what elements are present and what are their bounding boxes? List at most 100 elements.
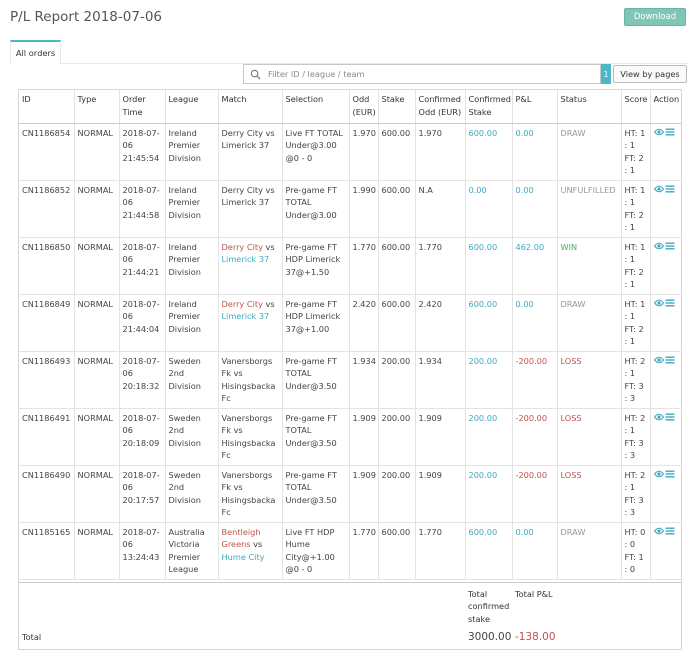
table-row: CN1186854 NORMAL 2018-07-06 21:45:54 Irelan… (19, 123, 682, 181)
match-vs: vs (265, 127, 275, 138)
list-icon[interactable] (665, 128, 675, 136)
cell-confirmed-odd: 1.909 (414, 408, 465, 466)
cell-match: Derry City vs Limerick 37 (217, 180, 282, 238)
eye-icon[interactable] (653, 413, 664, 421)
cell-odd: 1.770 (348, 522, 378, 580)
eye-icon[interactable] (653, 299, 664, 307)
cell-selection: Pre-game FT TOTAL Under@3.50 (281, 408, 349, 466)
cell-odd: 1.909 (348, 408, 378, 466)
match-home-team: Derry City (221, 127, 263, 138)
cell-id: CN1186854 (19, 123, 74, 181)
cell-type: NORMAL (73, 351, 119, 409)
match-home-team[interactable]: Bentleigh Greens (221, 526, 261, 550)
cell-action (649, 180, 682, 238)
table-row: CN1186849 NORMAL 2018-07-06 21:44:04 Irelan… (19, 294, 682, 352)
cell-score: HT: 2 : 1 FT: 3 : 3 (620, 351, 650, 409)
cell-match: Vanersborgs Fk vs Hisingsbacka Fc (217, 351, 282, 409)
orders-table: ID Type Order Time League Match Selectio… (18, 89, 682, 650)
cell-confirmed-stake: 0.00 (464, 180, 512, 238)
cell-status: LOSS (556, 351, 621, 409)
filter-input[interactable] (268, 69, 568, 79)
match-vs: vs (233, 368, 243, 378)
cell-confirmed-stake: 600.00 (464, 237, 512, 295)
eye-icon[interactable] (653, 470, 664, 478)
cell-order-time: 2018-07-06 21:45:54 (118, 123, 165, 181)
match-away-team: Limerick 37 (221, 197, 270, 207)
match-away-team[interactable]: Limerick 37 (221, 254, 270, 264)
match-home-team: Derry City (221, 184, 263, 195)
cell-odd: 1.990 (348, 180, 378, 238)
eye-icon[interactable] (653, 128, 664, 136)
total-confirmed-stake: 3000.00 (468, 631, 512, 643)
cell-id: CN1186849 (19, 294, 74, 352)
cell-type: NORMAL (73, 180, 119, 238)
eye-icon[interactable] (653, 242, 664, 250)
download-button[interactable]: Download (624, 8, 686, 26)
cell-match: Derry City vs Limerick 37 (217, 237, 282, 295)
list-icon[interactable] (665, 470, 675, 478)
list-icon[interactable] (665, 356, 675, 364)
match-vs: vs (233, 482, 243, 492)
total-label: Total (22, 632, 42, 642)
cell-order-time: 2018-07-06 20:17:57 (118, 465, 165, 523)
totals-value-row: Total 3000.00 -138.00 (19, 628, 682, 647)
list-icon[interactable] (665, 413, 675, 421)
cell-match: Derry City vs Limerick 37 (217, 294, 282, 352)
tab-bar: All orders (10, 40, 688, 64)
list-icon[interactable] (665, 527, 675, 535)
cell-score: HT: 1 : 1 FT: 2 : 1 (620, 180, 650, 238)
cell-pl: -200.00 (511, 465, 557, 523)
cell-league: Ireland Premier Division (164, 237, 218, 295)
match-vs: vs (265, 298, 275, 309)
cell-action (649, 465, 682, 523)
eye-icon[interactable] (653, 527, 664, 535)
col-header-match: Match (217, 90, 282, 124)
cell-confirmed-stake: 200.00 (464, 351, 512, 409)
cell-confirmed-stake: 200.00 (464, 465, 512, 523)
cell-match: Derry City vs Limerick 37 (217, 123, 282, 181)
page-title: P/L Report 2018-07-06 (10, 9, 163, 25)
match-away-team[interactable]: Limerick 37 (221, 311, 270, 321)
cell-odd: 1.770 (348, 237, 378, 295)
cell-league: Ireland Premier Division (164, 294, 218, 352)
eye-icon[interactable] (653, 185, 664, 193)
match-vs: vs (253, 539, 263, 549)
match-home-team[interactable]: Derry City (221, 241, 263, 252)
match-away-team: Limerick 37 (221, 140, 270, 150)
cell-score: HT: 1 : 1 FT: 2 : 1 (620, 294, 650, 352)
cell-match: Vanersborgs Fk vs Hisingsbacka Fc (217, 465, 282, 523)
view-by-pages-button[interactable]: View by pages (613, 65, 687, 83)
total-pl-label: Total P&L (515, 588, 553, 599)
cell-order-time: 2018-07-06 20:18:09 (118, 408, 165, 466)
cell-order-time: 2018-07-06 20:18:32 (118, 351, 165, 409)
cell-status: LOSS (556, 465, 621, 523)
cell-selection: Pre-game FT TOTAL Under@3.50 (281, 351, 349, 409)
list-icon[interactable] (665, 299, 675, 307)
cell-order-time: 2018-07-06 21:44:58 (118, 180, 165, 238)
cell-status: UNFULFILLED (556, 180, 621, 238)
cell-confirmed-odd: N.A (414, 180, 465, 238)
cell-type: NORMAL (73, 408, 119, 466)
match-vs: vs (265, 184, 275, 195)
cell-status: DRAW (556, 294, 621, 352)
list-icon[interactable] (665, 242, 675, 250)
col-header-order-time: Order Time (118, 90, 165, 124)
cell-pl: 462.00 (511, 237, 557, 295)
filter-field[interactable] (243, 64, 601, 84)
col-header-score: Score (620, 90, 650, 124)
col-header-selection: Selection (281, 90, 349, 124)
eye-icon[interactable] (653, 356, 664, 364)
table-row: CN1186493 NORMAL 2018-07-06 20:18:32 Sweden… (19, 351, 682, 409)
cell-action (649, 123, 682, 181)
cell-confirmed-stake: 200.00 (464, 408, 512, 466)
cell-league: Australia Victoria Premier League (164, 522, 218, 580)
cell-type: NORMAL (73, 465, 119, 523)
cell-pl: 0.00 (511, 294, 557, 352)
match-away-team[interactable]: Hume City (221, 551, 265, 562)
cell-id: CN1186490 (19, 465, 74, 523)
list-icon[interactable] (665, 185, 675, 193)
match-home-team[interactable]: Derry City (221, 298, 263, 309)
cell-pl: 0.00 (511, 522, 557, 580)
cell-score: HT: 1 : 1 FT: 2 : 1 (620, 237, 650, 295)
tab-all-orders[interactable]: All orders (10, 40, 61, 64)
